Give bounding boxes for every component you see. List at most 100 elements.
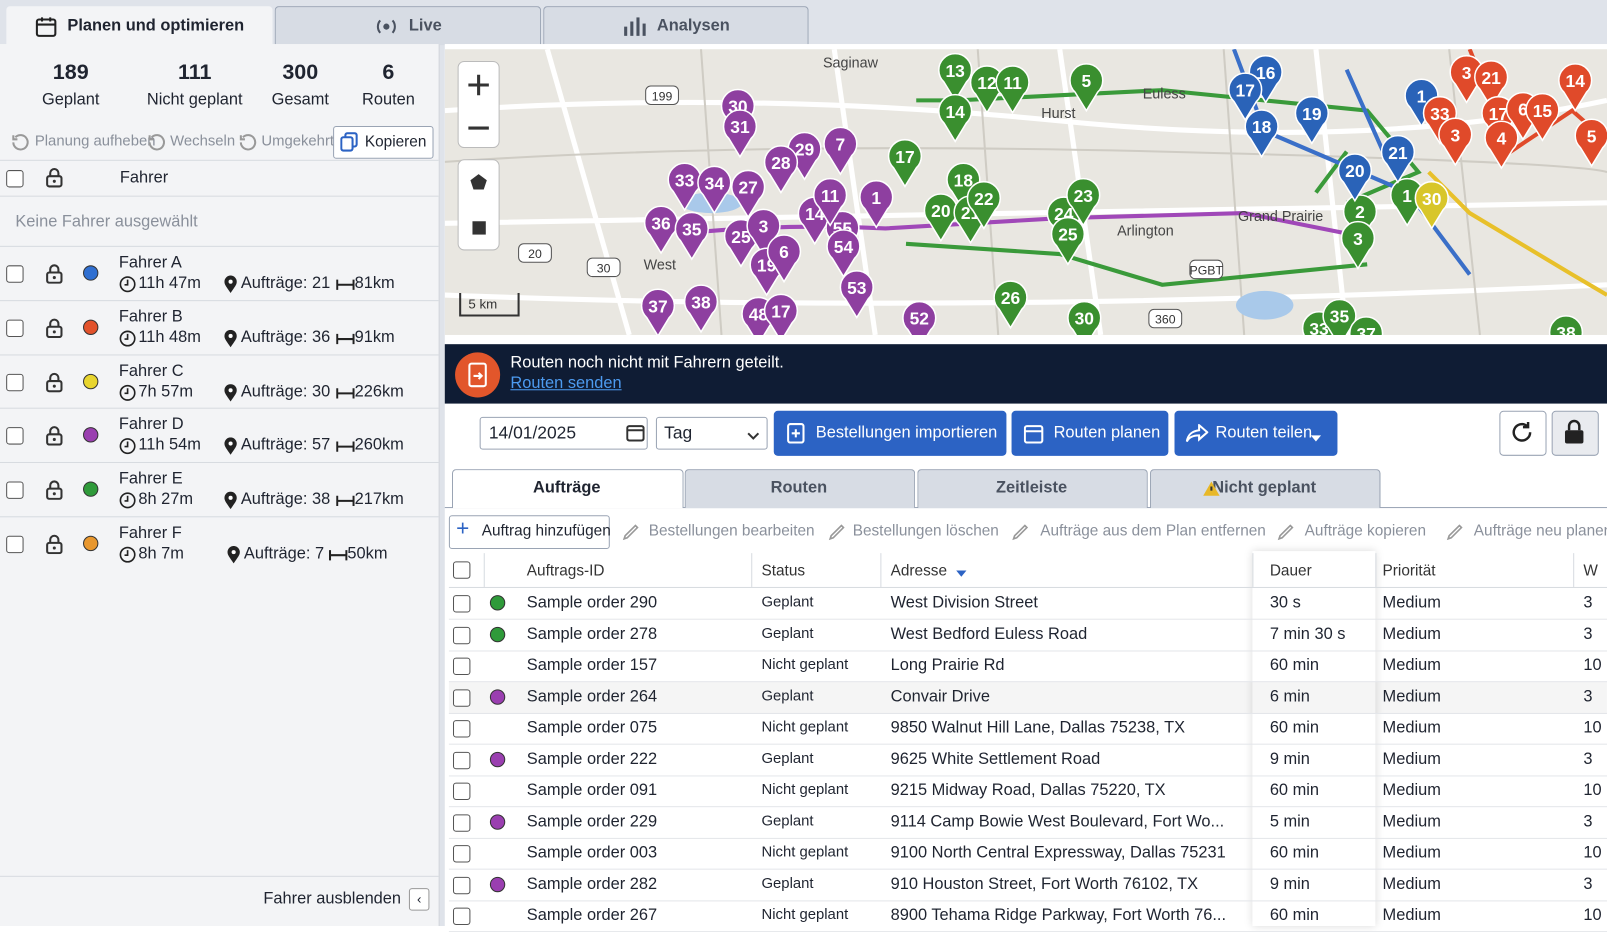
checkbox[interactable]	[452, 782, 471, 801]
tool-button[interactable]: Planung aufheben	[34, 133, 156, 150]
checkbox[interactable]	[452, 751, 471, 769]
action-label[interactable]: Bestellungen löschen	[852, 522, 999, 540]
checkbox[interactable]	[6, 427, 24, 445]
checkbox[interactable]	[452, 688, 471, 707]
driver-orders: Aufträge: 57	[240, 436, 331, 455]
table-row[interactable]	[448, 681, 1607, 714]
column-divider	[751, 553, 753, 587]
tab-live[interactable]: Live	[274, 6, 542, 46]
table-row[interactable]	[448, 713, 1607, 745]
action-label[interactable]: Aufträge kopieren	[1304, 522, 1427, 540]
checkbox[interactable]	[6, 265, 24, 283]
hide-drivers[interactable]: Fahrer ausblenden	[263, 890, 402, 908]
polygon-tool[interactable]	[470, 174, 487, 190]
driver-row[interactable]	[0, 516, 439, 570]
distance-icon	[336, 332, 355, 350]
action-label[interactable]: Aufträge aus dem Plan entfernen	[1040, 522, 1266, 540]
action-label[interactable]: Auftrag hinzufügen	[481, 522, 611, 540]
table-row[interactable]	[448, 869, 1607, 901]
marker-label: 6	[1518, 100, 1528, 120]
table-cell: West Bedford Euless Road	[890, 625, 1088, 643]
refresh-button[interactable]	[1499, 410, 1547, 456]
tab-plan[interactable]: Planen und optimieren	[6, 6, 273, 46]
tool-button[interactable]: Umgekehrt	[261, 133, 335, 150]
driver-row[interactable]	[0, 245, 439, 300]
sort-icon	[956, 570, 967, 577]
rect-tool[interactable]	[472, 221, 486, 235]
marker-label: 37	[1356, 324, 1375, 335]
distance-icon	[328, 550, 348, 561]
driver-row[interactable]	[0, 299, 439, 354]
table-row[interactable]	[448, 775, 1607, 808]
checkbox[interactable]	[452, 595, 471, 613]
distance-icon	[336, 494, 355, 512]
marker-label: 23	[1074, 186, 1094, 206]
driver-row[interactable]	[0, 408, 439, 462]
checkbox[interactable]	[452, 845, 471, 863]
driver-name: Fahrer F	[118, 524, 182, 542]
marker-label: 3	[1462, 63, 1472, 83]
table-row[interactable]	[448, 807, 1607, 839]
checkbox[interactable]	[452, 907, 471, 925]
table-row[interactable]	[448, 619, 1607, 651]
tool-button[interactable]: Wechseln	[170, 133, 236, 150]
tool-button[interactable]: Kopieren	[364, 133, 427, 151]
checkbox[interactable]	[452, 657, 471, 676]
column-divider	[1375, 553, 1377, 587]
toolbar-button[interactable]	[1174, 410, 1338, 456]
marker-label: 20	[1345, 161, 1364, 181]
checkbox[interactable]	[452, 561, 471, 579]
marker-label: 7	[836, 135, 846, 155]
checkbox[interactable]	[452, 813, 471, 832]
tab-analytics[interactable]: Analysen	[543, 6, 809, 46]
checkbox[interactable]	[6, 170, 24, 188]
checkbox[interactable]	[6, 319, 24, 337]
checkbox[interactable]	[452, 626, 471, 644]
marker-label: 22	[974, 189, 993, 209]
toolbar-button[interactable]	[773, 410, 1007, 456]
zoom-buttons[interactable]	[468, 74, 489, 130]
map-marker	[993, 280, 1028, 330]
checkbox[interactable]	[452, 876, 471, 894]
column-header: Status	[761, 562, 806, 580]
collapse-button[interactable]: ‹	[408, 888, 430, 911]
draw-tools[interactable]	[457, 159, 500, 251]
table-row[interactable]	[448, 838, 1607, 870]
action-label[interactable]: Aufträge neu planen	[1473, 522, 1607, 540]
stat-value: 189	[52, 60, 89, 84]
date-input[interactable]	[479, 416, 648, 450]
tab[interactable]	[684, 469, 916, 509]
map-marker	[722, 109, 758, 159]
period-select[interactable]	[655, 416, 768, 450]
table-row[interactable]	[448, 588, 1607, 620]
map-marker	[902, 300, 937, 335]
action-label[interactable]: Bestellungen bearbeiten	[648, 522, 815, 540]
dauer-column	[1252, 551, 1376, 927]
marker-label: 25	[1058, 225, 1078, 245]
tab-label: Aufträge	[533, 479, 601, 497]
tab[interactable]	[451, 469, 684, 509]
tab[interactable]	[1149, 469, 1381, 509]
pin-icon	[224, 329, 237, 348]
checkbox[interactable]	[6, 535, 24, 554]
driver-row[interactable]	[0, 354, 439, 408]
add-button[interactable]	[448, 515, 610, 550]
table-cell: Medium	[1382, 906, 1441, 924]
checkbox[interactable]	[6, 481, 24, 500]
toolbar-button[interactable]	[1011, 410, 1169, 456]
tab[interactable]	[917, 469, 1148, 509]
highway-shield	[518, 243, 552, 263]
table-cell: Long Prairie Rd	[890, 656, 1005, 675]
driver-row[interactable]	[0, 462, 439, 516]
stat-label: Nicht geplant	[146, 91, 243, 109]
empty-note: Keine Fahrer ausgewählt	[15, 213, 198, 231]
scale-bar	[459, 292, 520, 317]
tab-label: Routen	[770, 479, 828, 497]
checkbox[interactable]	[452, 720, 471, 738]
checkbox[interactable]	[6, 373, 24, 391]
marker-label: 37	[648, 296, 667, 316]
table-row[interactable]	[448, 744, 1607, 776]
table-row[interactable]	[448, 650, 1607, 683]
marker-label: 48	[749, 305, 769, 325]
banner-link[interactable]: Routen senden	[510, 374, 622, 393]
